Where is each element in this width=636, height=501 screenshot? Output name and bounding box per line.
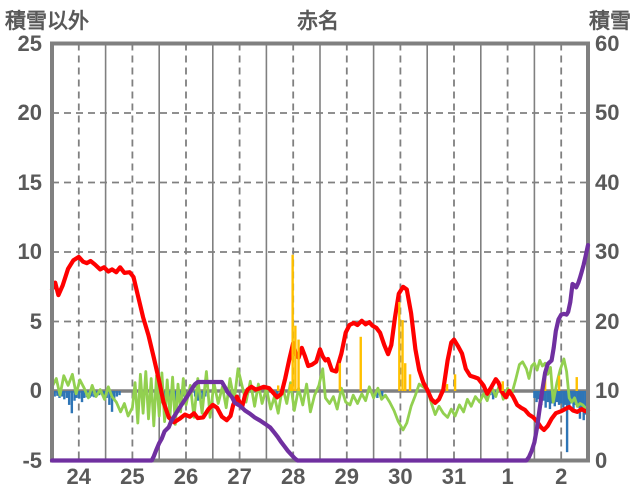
x-axis-tick-label: 1 <box>501 464 514 489</box>
x-axis-tick-label: 31 <box>441 464 467 489</box>
orange-bar <box>276 385 280 391</box>
blue-bar <box>565 391 569 453</box>
orange-bar <box>398 302 401 391</box>
blue-bar <box>555 391 559 403</box>
blue-bar <box>557 391 561 405</box>
blue-bar <box>546 391 550 403</box>
blue-bar <box>67 391 71 405</box>
left-axis-tick-label: 20 <box>17 100 42 125</box>
x-axis-tick-label: 2 <box>555 464 568 489</box>
left-axis-tick-label: 5 <box>29 308 42 334</box>
blue-bar <box>78 391 81 399</box>
orange-bar <box>338 363 342 391</box>
blue-bar <box>564 391 567 405</box>
right-axis-tick-label: 50 <box>595 100 620 125</box>
x-axis-tick-label: 29 <box>334 464 360 489</box>
blue-bar <box>380 391 384 397</box>
blue-bar <box>102 391 106 396</box>
orange-bar <box>404 363 407 391</box>
right-axis-tick-label: 10 <box>595 378 620 403</box>
blue-bar <box>562 391 565 408</box>
blue-bar <box>491 391 495 400</box>
blue-bar <box>537 391 540 400</box>
blue-bar <box>65 391 69 398</box>
blue-bar <box>376 391 379 398</box>
x-axis-tick-label: 26 <box>173 464 199 489</box>
x-axis-tick-label: 25 <box>120 464 145 489</box>
orange-bar <box>294 325 297 391</box>
blue-bar <box>584 391 588 415</box>
blue-bar <box>275 391 279 396</box>
blue-bar <box>580 391 583 412</box>
left-axis-tick-label: 0 <box>29 378 42 403</box>
blue-bar <box>110 391 114 412</box>
right-axis-tick-label: 30 <box>595 239 620 264</box>
blue-bar <box>90 391 93 397</box>
blue-bar <box>56 391 59 396</box>
left-axis-tick-label: 15 <box>17 169 42 195</box>
blue-bar <box>174 391 177 403</box>
left-axis-tick-label: -5 <box>22 447 42 473</box>
orange-bar <box>575 377 578 391</box>
blue-bar <box>63 391 66 400</box>
blue-bar <box>559 391 563 404</box>
blue-bar <box>60 391 64 397</box>
blue-bar <box>548 391 552 410</box>
x-axis-tick-label: 24 <box>66 464 92 489</box>
blue-bar <box>108 391 111 405</box>
green-line <box>50 357 590 432</box>
orange-bar <box>289 384 292 391</box>
chart-title: 赤名 <box>297 10 339 33</box>
x-axis-tick-label: 30 <box>388 464 413 489</box>
blue-bar <box>196 391 199 401</box>
blue-bar <box>80 391 84 403</box>
left-axis-tick-label: 25 <box>17 30 42 56</box>
orange-bar <box>453 374 457 391</box>
x-axis-tick-label: 27 <box>227 464 252 489</box>
orange-bar <box>401 320 404 391</box>
blue-bar <box>115 391 119 397</box>
blue-bar <box>544 391 547 408</box>
right-axis-title: 積雪 <box>589 10 631 33</box>
blue-bar <box>112 391 116 400</box>
orange-bar <box>445 384 449 391</box>
orange-bar <box>291 254 294 391</box>
blue-bar <box>70 391 74 414</box>
right-axis-tick-label: 20 <box>595 308 620 334</box>
orange-bar <box>408 374 412 391</box>
blue-bar <box>73 391 76 401</box>
left-axis-title: 積雪以外 <box>5 10 89 33</box>
right-axis-tick-label: 0 <box>595 447 608 473</box>
orange-bar <box>557 375 561 391</box>
blue-bar <box>53 391 56 397</box>
blue-bar <box>82 391 86 398</box>
orange-bar <box>359 336 362 391</box>
blue-bar <box>576 391 580 408</box>
orange-bar <box>297 339 300 391</box>
left-axis-tick-label: 10 <box>17 239 42 264</box>
right-axis-tick-label: 40 <box>595 169 620 195</box>
blue-bar <box>118 391 121 396</box>
x-axis-tick-label: 28 <box>280 464 306 489</box>
orange-bar <box>501 381 504 391</box>
right-axis-tick-label: 60 <box>595 30 620 56</box>
blue-bar <box>570 391 573 404</box>
purple-line <box>49 243 591 463</box>
blue-bar <box>533 391 536 398</box>
blue-bar <box>535 391 538 403</box>
